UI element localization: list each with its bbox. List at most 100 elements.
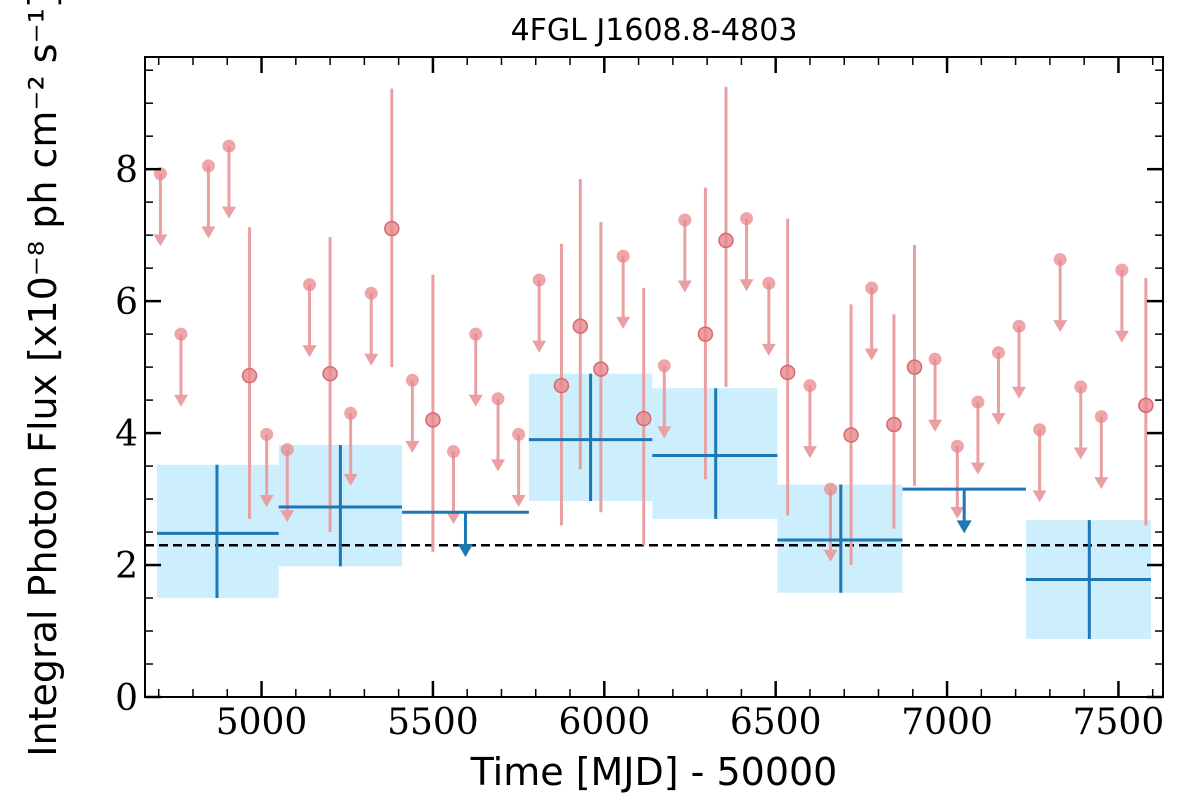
fine-upper-limit-arrow: [491, 459, 506, 472]
fine-upper-limit-arrow: [1073, 447, 1088, 460]
fine-detection-point: [572, 318, 589, 334]
y-tick-label: 4: [115, 414, 138, 455]
fine-upper-limit-arrow: [864, 348, 879, 361]
fine-detection-point: [886, 416, 902, 433]
fine-upper-limit-marker: [678, 213, 692, 227]
x-tick-label: 7500: [1073, 702, 1165, 743]
fine-upper-limit-arrow: [823, 549, 838, 562]
y-tick-label: 6: [115, 282, 138, 323]
fine-upper-limit-marker: [762, 276, 776, 290]
fine-upper-limit-marker: [1094, 410, 1108, 424]
x-tick-label: 5500: [387, 702, 479, 743]
fine-upper-limit-arrow: [446, 512, 461, 525]
fine-upper-limit-marker: [174, 327, 188, 341]
fine-upper-limit-arrow: [950, 506, 965, 519]
fine-upper-limit-marker: [865, 281, 879, 295]
x-tick-label: 5000: [216, 702, 308, 743]
fine-detection-point: [593, 361, 609, 377]
fine-upper-limit-marker: [405, 373, 419, 387]
fine-upper-limit-arrow: [259, 494, 274, 507]
y-tick-label: 0: [115, 678, 138, 719]
fine-upper-limit-arrow: [302, 345, 317, 358]
fine-upper-limit-marker: [824, 482, 838, 496]
fine-upper-limit-marker: [657, 359, 671, 373]
fine-upper-limit-arrow: [173, 394, 188, 407]
fine-upper-limit-arrow: [1094, 477, 1109, 490]
fine-upper-limit-arrow: [739, 279, 754, 292]
fine-upper-limit-arrow: [280, 510, 295, 523]
fine-upper-limit-marker: [1053, 253, 1067, 267]
fine-upper-limit-arrow: [616, 316, 631, 329]
fine-upper-limit-marker: [803, 379, 817, 393]
tick-labels: 5000 5500 6000 6500 7000 7500 0 2 4 6 8: [115, 150, 1164, 743]
chart-title: 4FGL J1608.8-4803: [511, 13, 798, 48]
fine-upper-limit-marker: [616, 249, 630, 263]
fine-upper-limit-arrow: [1012, 386, 1027, 399]
fine-upper-limit-marker: [971, 395, 985, 409]
x-tick-label: 6500: [730, 702, 822, 743]
fine-detection-point: [322, 365, 338, 382]
fine-upper-limit-marker: [928, 352, 942, 366]
x-axis-label: Time [MJD] - 50000: [470, 750, 838, 794]
fine-upper-limit-arrow: [677, 280, 692, 293]
fine-upper-limit-marker: [950, 439, 964, 453]
fine-detection-point: [553, 377, 570, 394]
fine-upper-limit-marker: [201, 159, 215, 173]
coarse-upper-limit-arrow: [956, 520, 972, 534]
fine-upper-limit-marker: [740, 212, 754, 226]
fine-upper-limit-arrow: [364, 353, 379, 366]
fine-upper-limit-marker: [260, 427, 274, 441]
x-tick-label: 6000: [558, 702, 650, 743]
fine-upper-limit-arrow: [201, 226, 216, 239]
fine-detection-point: [1138, 397, 1154, 414]
fine-detection-point: [425, 412, 441, 428]
fine-upper-limit-marker: [1115, 263, 1129, 277]
fine-upper-limit-marker: [222, 139, 236, 153]
fine-upper-limit-arrow: [343, 473, 358, 486]
axes-frame: [144, 56, 1164, 699]
fine-upper-limit-marker: [303, 278, 317, 292]
fine-upper-limit-arrow: [761, 343, 776, 356]
fine-upper-limit-marker: [1012, 319, 1026, 333]
fine-upper-limit-marker: [532, 273, 546, 287]
y-axis-label: Integral Photon Flux [x10⁻⁸ ph cm⁻² s⁻¹]: [21, 0, 65, 757]
fine-upper-limit-marker: [1074, 380, 1088, 394]
fine-upper-limit-marker: [491, 392, 505, 406]
fine-detection-point: [384, 220, 400, 237]
fine-upper-limit-arrow: [928, 419, 943, 432]
fine-upper-limit-arrow: [468, 394, 483, 407]
fine-upper-limit-arrow: [970, 462, 985, 475]
fine-detection-point: [843, 427, 859, 443]
fine-upper-limit-arrow: [511, 494, 526, 507]
coarse-upper-limit-arrow: [457, 544, 473, 558]
fine-upper-limit-marker: [280, 443, 294, 457]
y-tick-label: 8: [115, 150, 138, 191]
coarse-bin-points: [156, 373, 1152, 639]
plot-frame: [144, 56, 1164, 698]
x-tick-label: 7000: [901, 702, 993, 743]
fine-upper-limit-arrow: [405, 440, 420, 453]
fine-detection-point: [718, 232, 734, 249]
fine-upper-limit-arrow: [1053, 320, 1068, 333]
fine-upper-limit-arrow: [221, 206, 236, 219]
fine-upper-limit-marker: [469, 327, 483, 341]
fine-upper-limit-marker: [364, 286, 378, 300]
fine-upper-limit-marker: [153, 167, 167, 181]
fine-upper-limit-arrow: [1032, 490, 1047, 503]
fine-upper-limit-arrow: [532, 340, 547, 353]
y-tick-label: 2: [115, 546, 138, 587]
fine-upper-limit-marker: [446, 445, 460, 459]
fine-upper-limit-arrow: [991, 413, 1006, 426]
fine-upper-limit-arrow: [657, 426, 672, 439]
fine-upper-limit-marker: [991, 346, 1005, 360]
fine-detection-point: [697, 326, 714, 342]
fine-detection-point: [906, 359, 923, 375]
fine-upper-limit-arrow: [802, 446, 817, 459]
fine-upper-limit-arrow: [1114, 330, 1129, 343]
fine-detection-point: [779, 364, 796, 381]
fine-detection-point: [241, 367, 258, 384]
fine-upper-limit-marker: [1033, 423, 1047, 437]
fine-bin-points: [153, 86, 1154, 566]
